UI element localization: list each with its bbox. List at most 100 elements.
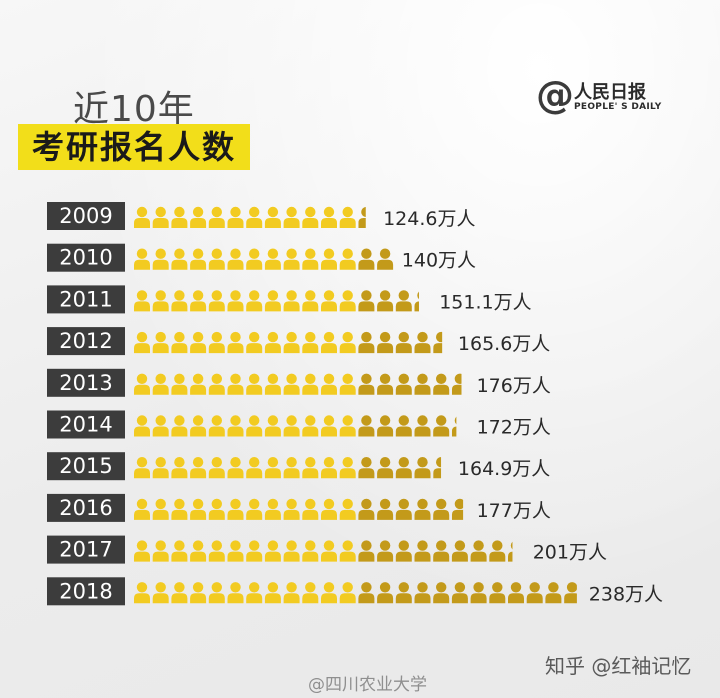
person-icon (283, 290, 300, 312)
year-box (47, 202, 125, 230)
person-icon (134, 498, 150, 520)
person-icon (377, 290, 394, 312)
person-icon (377, 373, 394, 395)
person-icon (152, 290, 169, 312)
tick-label: 2013 (59, 371, 112, 395)
person-icon (283, 248, 300, 270)
person-icon (321, 540, 337, 562)
person-icon (246, 582, 263, 604)
person-icon (489, 582, 506, 604)
person-icon (414, 540, 431, 562)
person-icon (171, 498, 188, 520)
person-icon (171, 373, 188, 395)
person-icon (358, 457, 375, 479)
person-icon (508, 541, 513, 562)
person-icon (358, 498, 375, 520)
person-icon (227, 248, 244, 270)
year-box (47, 368, 125, 397)
person-icon (564, 582, 577, 604)
year-box (47, 493, 125, 522)
watermark-left: @四川农业大学 (308, 675, 427, 695)
chart-row: 2014 172万人 (47, 410, 551, 439)
year-box (47, 327, 125, 356)
person-icon (134, 248, 150, 270)
person-icon (190, 457, 207, 479)
year-box (47, 577, 125, 606)
person-icon (395, 540, 412, 562)
person-icon (208, 457, 225, 479)
person-icon (246, 290, 263, 312)
person-icon (433, 457, 442, 479)
person-icon (264, 582, 281, 604)
person-icon (283, 498, 300, 520)
person-icon (246, 331, 263, 354)
person-icon (208, 498, 225, 520)
person-icon (302, 415, 319, 437)
brand-name: 人民日报 (574, 82, 646, 103)
person-icon (358, 373, 375, 395)
person-icon (339, 415, 356, 437)
tick-label: 2009 (59, 204, 112, 228)
person-icon (227, 373, 244, 395)
person-icon (171, 582, 188, 604)
person-icon (489, 540, 506, 562)
person-icon (451, 582, 468, 604)
person-icon (134, 415, 150, 437)
brand-subtitle: PEOPLE' S DAILY (574, 102, 662, 112)
year-box (47, 410, 125, 439)
tick-label: 2018 (59, 579, 112, 603)
person-icon (171, 206, 188, 228)
person-icon (339, 540, 356, 562)
person-icon (302, 206, 319, 228)
person-icon (283, 206, 300, 228)
person-icon (152, 457, 169, 479)
person-icon (377, 582, 394, 604)
at-icon: @ (536, 73, 574, 117)
data-label: 151.1万人 (439, 291, 531, 313)
person-icon (358, 415, 375, 437)
person-icon (377, 540, 394, 562)
person-icon (526, 582, 543, 604)
person-icon (227, 540, 244, 562)
person-icon (395, 582, 412, 604)
person-icon (190, 248, 207, 270)
person-icon (246, 248, 263, 270)
person-icon (134, 331, 150, 354)
person-icon (414, 415, 431, 437)
person-icon (358, 248, 375, 270)
person-icon (264, 498, 281, 520)
person-icon (339, 331, 356, 354)
person-icon (433, 373, 450, 395)
person-icon (545, 582, 562, 604)
year-box (47, 452, 125, 481)
person-icon (283, 415, 300, 437)
person-icon (339, 206, 356, 228)
chart-row: 2017 201万人 (47, 535, 607, 564)
person-icon (264, 540, 281, 562)
person-icon (152, 248, 169, 270)
person-icon (190, 582, 207, 604)
chart-row: 2011 151.1万人 (47, 285, 532, 314)
person-icon (321, 457, 337, 479)
person-icon (190, 290, 207, 312)
person-icon (227, 290, 244, 312)
person-icon (264, 331, 281, 354)
person-icon (134, 582, 150, 604)
person-icon (414, 498, 431, 520)
person-icon (395, 290, 412, 312)
person-icon (302, 457, 319, 479)
person-icon (134, 290, 150, 312)
person-icon (377, 248, 394, 270)
person-icon (227, 206, 244, 228)
person-icon (302, 582, 319, 604)
person-icon (433, 415, 450, 437)
data-label: 238万人 (589, 583, 663, 605)
data-label: 176万人 (477, 375, 551, 397)
person-icon (171, 248, 188, 270)
person-icon (227, 415, 244, 437)
person-icon (152, 373, 169, 395)
person-icon (339, 248, 356, 270)
person-icon (358, 290, 375, 312)
person-icon (358, 331, 375, 354)
person-icon (302, 540, 319, 562)
